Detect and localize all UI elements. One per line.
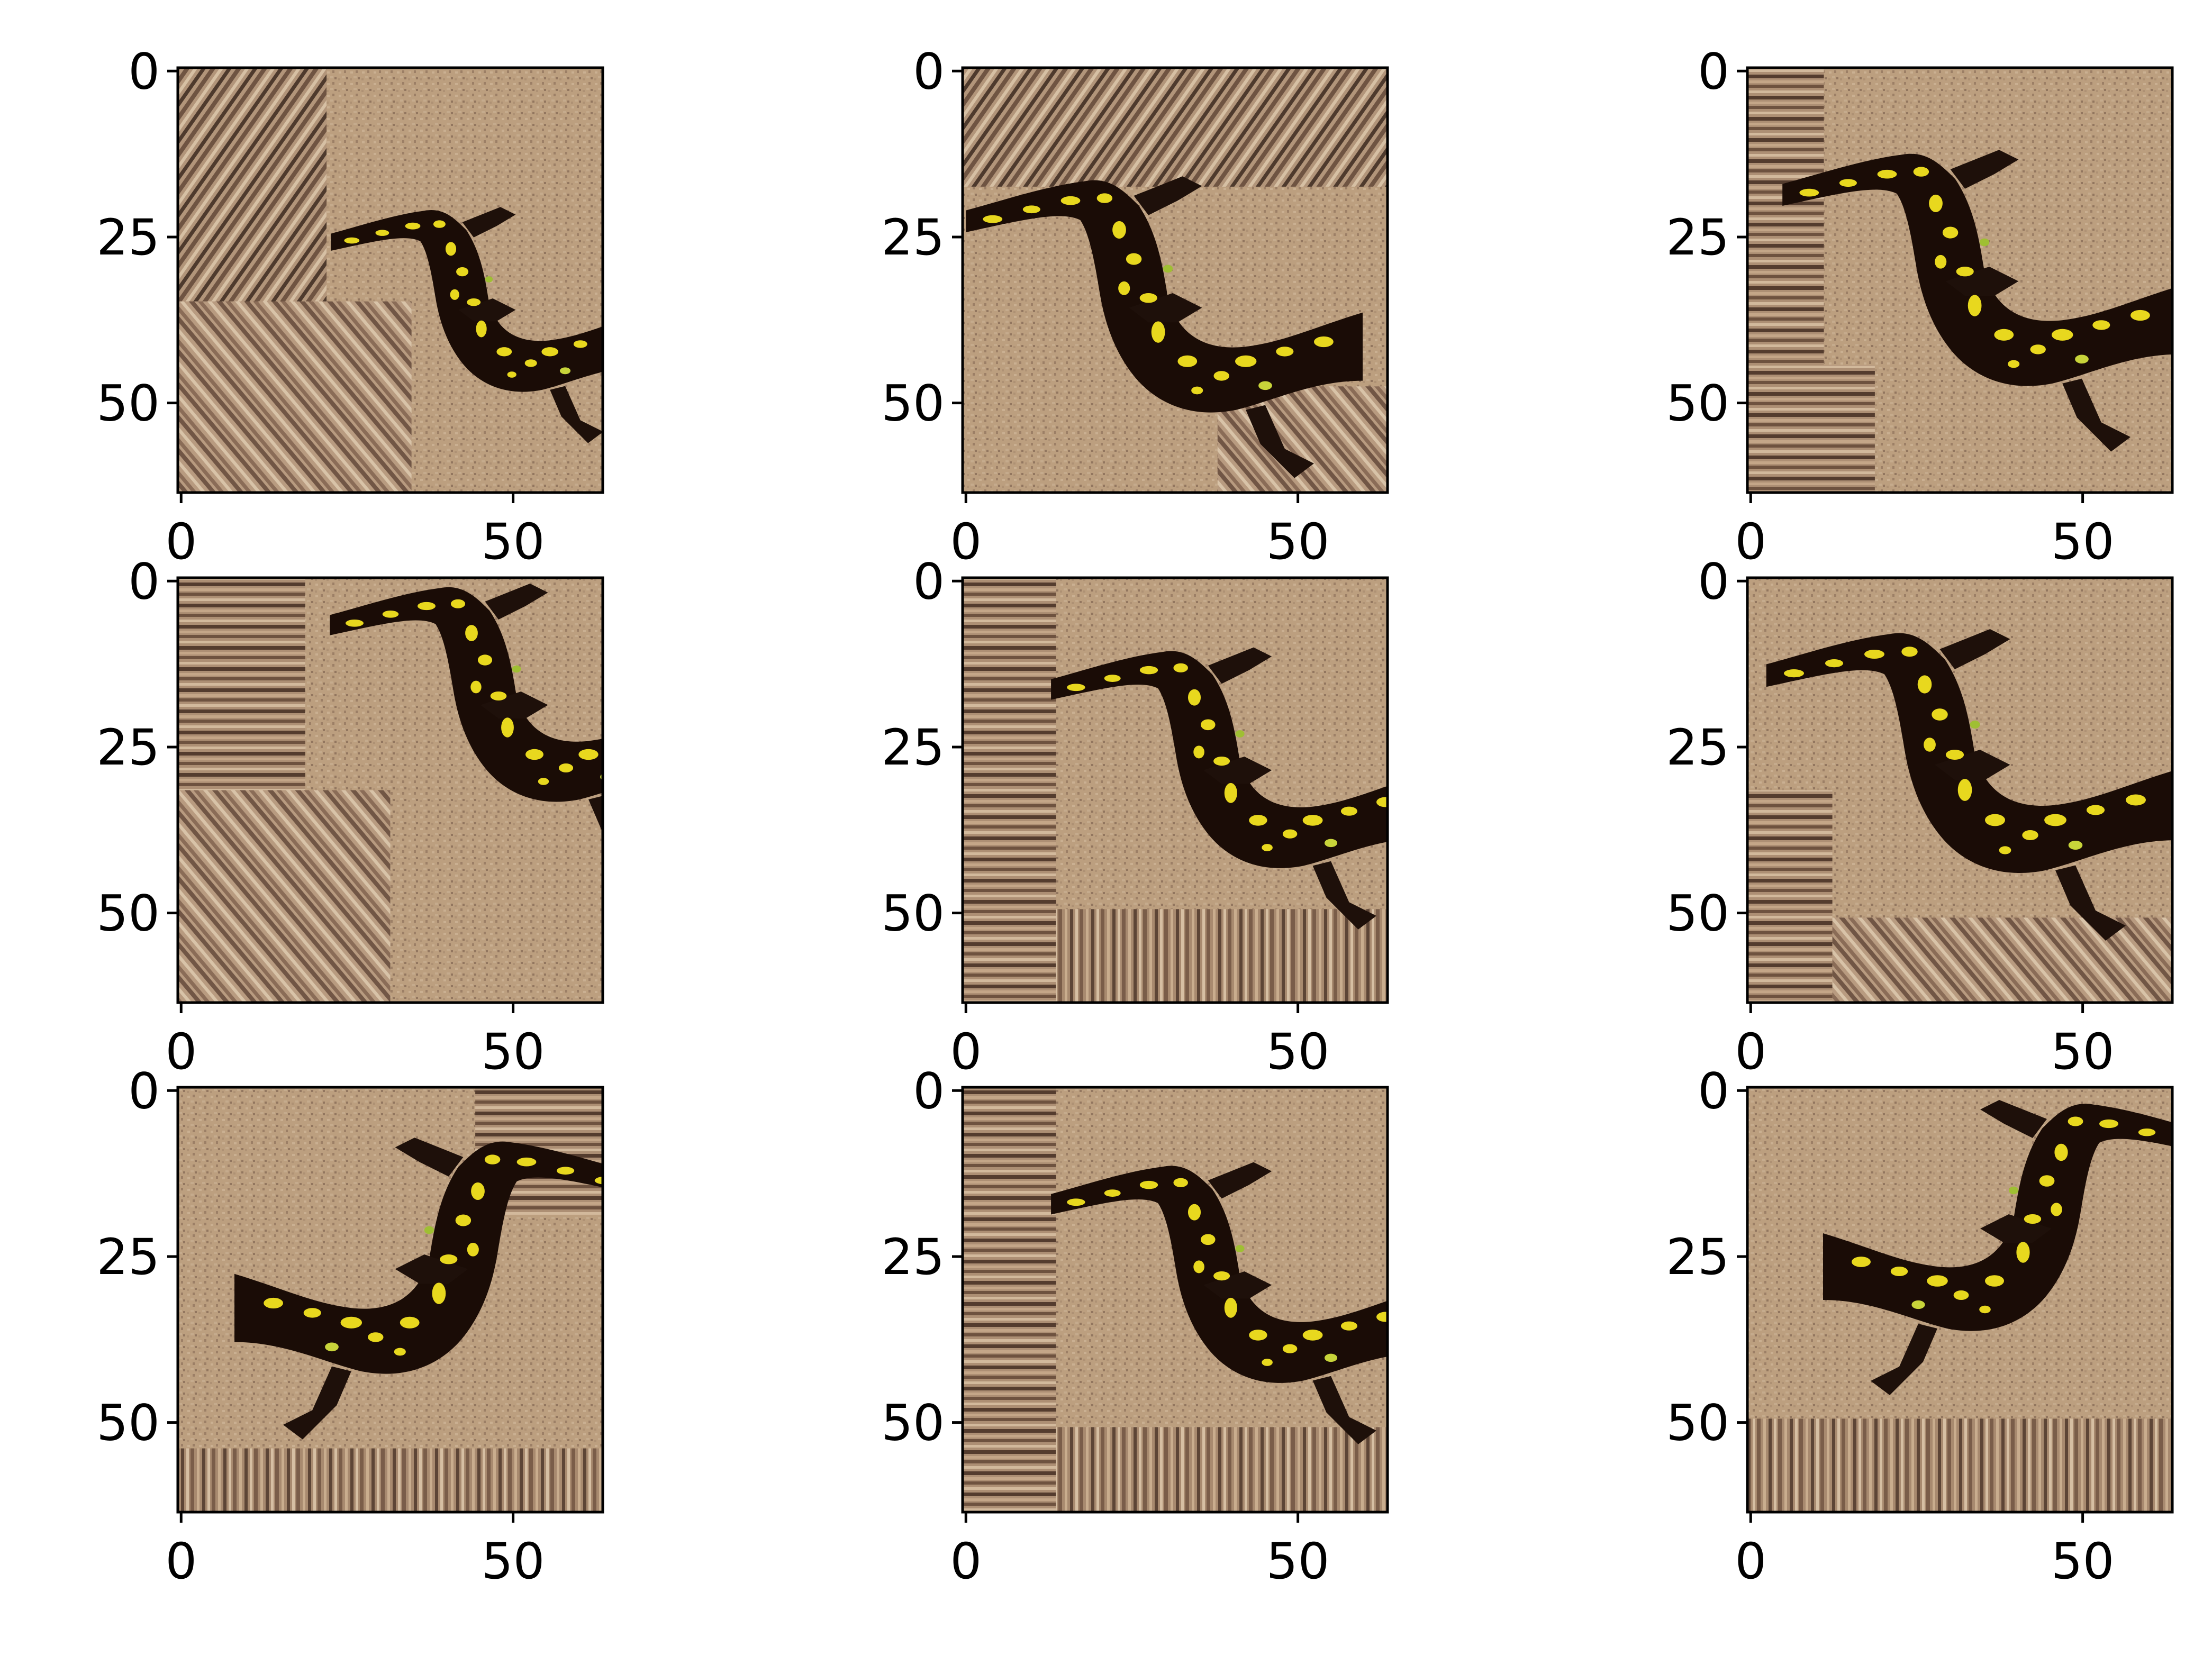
x-tick-label: 0 [1735, 1023, 1766, 1081]
image-panel: 0 25 50 0 50 [881, 43, 1389, 571]
image-panel: 0 25 50 0 50 [1666, 553, 2174, 1081]
y-tick-label: 0 [913, 1062, 945, 1120]
y-tick-label: 25 [1666, 209, 1729, 267]
y-tick-label: 25 [881, 1229, 945, 1286]
y-tick-label: 0 [913, 553, 945, 611]
x-tick-label: 0 [1735, 513, 1766, 571]
y-tick-label: 25 [96, 719, 160, 777]
axes-frame [176, 576, 604, 1004]
salamander-image [178, 68, 603, 493]
y-tick-label: 25 [96, 1229, 160, 1286]
y-tick-label: 50 [1666, 1395, 1729, 1452]
y-tick-label: 50 [96, 375, 160, 433]
image-panel: 0 25 50 0 50 [1666, 43, 2174, 571]
salamander-image [1747, 1087, 2172, 1512]
panels-layer: 0 25 50 0 50 0 25 50 0 50 0 25 50 0 50 0 25 50 0 50 0 25 50 0 50… [96, 43, 2174, 1590]
y-tick-label: 0 [1698, 553, 1729, 611]
y-tick-label: 50 [96, 885, 160, 943]
image-panel: 0 25 50 0 50 [881, 1062, 1389, 1590]
axes-frame [176, 66, 604, 494]
y-tick-label: 50 [881, 1395, 945, 1452]
salamander-image [963, 578, 1388, 1003]
salamander-image [1747, 578, 2172, 1003]
x-tick-label: 0 [165, 513, 197, 571]
salamander-image [963, 68, 1388, 493]
x-tick-label: 50 [2051, 1023, 2115, 1081]
x-tick-label: 0 [165, 1023, 197, 1081]
y-tick-label: 25 [1666, 719, 1729, 777]
x-tick-label: 50 [482, 1023, 545, 1081]
salamander-image [178, 578, 603, 1003]
y-tick-label: 0 [1698, 1062, 1729, 1120]
axes-frame [1746, 576, 2174, 1004]
x-tick-label: 50 [1266, 513, 1330, 571]
x-tick-label: 50 [1266, 1023, 1330, 1081]
x-tick-label: 0 [950, 1023, 982, 1081]
y-tick-label: 25 [96, 209, 160, 267]
axes-frame [1746, 1086, 2174, 1514]
axes-frame [961, 1086, 1389, 1514]
image-panel: 0 25 50 0 50 [881, 553, 1389, 1081]
y-tick-label: 50 [1666, 885, 1729, 943]
x-tick-label: 50 [482, 513, 545, 571]
x-tick-label: 0 [165, 1533, 197, 1590]
salamander-image [963, 1087, 1388, 1512]
y-tick-label: 25 [881, 209, 945, 267]
y-tick-label: 50 [1666, 375, 1729, 433]
y-tick-label: 0 [1698, 43, 1729, 101]
x-tick-label: 0 [950, 513, 982, 571]
y-tick-label: 50 [881, 375, 945, 433]
y-tick-label: 50 [96, 1395, 160, 1452]
y-tick-label: 0 [128, 1062, 160, 1120]
axes-frame [176, 1086, 604, 1514]
axes-frame [1746, 66, 2174, 494]
y-tick-label: 50 [881, 885, 945, 943]
x-tick-label: 50 [1266, 1533, 1330, 1590]
y-tick-label: 25 [881, 719, 945, 777]
y-tick-label: 0 [128, 553, 160, 611]
x-tick-label: 0 [950, 1533, 982, 1590]
salamander-image [1747, 68, 2172, 493]
image-panel: 0 25 50 0 50 [1666, 1062, 2174, 1590]
salamander-image [178, 1087, 603, 1512]
y-tick-label: 25 [1666, 1229, 1729, 1286]
image-panel: 0 25 50 0 50 [96, 43, 604, 571]
image-panel: 0 25 50 0 50 [96, 553, 604, 1081]
y-tick-label: 0 [913, 43, 945, 101]
x-tick-label: 50 [482, 1533, 545, 1590]
x-tick-label: 50 [2051, 513, 2115, 571]
y-tick-label: 0 [128, 43, 160, 101]
image-panel: 0 25 50 0 50 [96, 1062, 604, 1590]
x-tick-label: 50 [2051, 1533, 2115, 1590]
x-tick-label: 0 [1735, 1533, 1766, 1590]
axes-frame [961, 576, 1389, 1004]
axes-frame [961, 66, 1389, 494]
